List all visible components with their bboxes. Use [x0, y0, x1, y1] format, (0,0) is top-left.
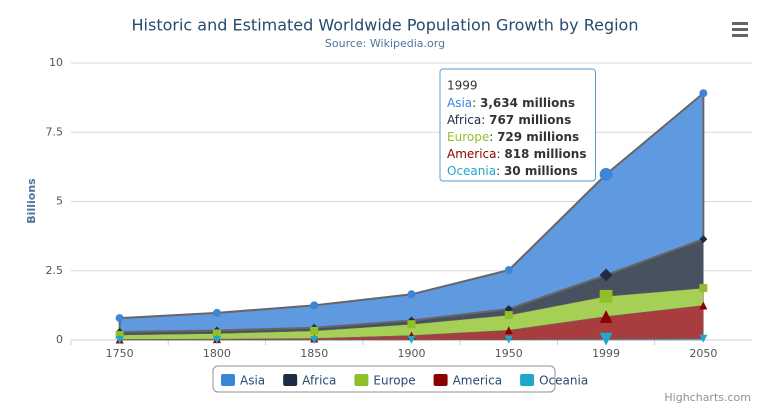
legend-item[interactable]: Oceania: [520, 374, 588, 388]
x-tick-label: 1999: [592, 347, 620, 360]
tooltip-value: 3,634 millions: [480, 96, 575, 110]
tooltip-row: America: 818 millions: [447, 147, 586, 161]
legend-label: Asia: [240, 374, 265, 388]
marker: [407, 335, 416, 344]
x-tick-label: 1950: [495, 347, 523, 360]
tooltip-series-name: Oceania: [447, 164, 496, 178]
menu-bar: [732, 22, 748, 25]
marker: [504, 326, 513, 335]
x-tick-label: 1800: [203, 347, 231, 360]
marker: [599, 289, 613, 303]
tooltip-value: 818 millions: [504, 147, 586, 161]
marker: [504, 311, 513, 320]
menu-button[interactable]: [732, 22, 748, 37]
marker: [115, 314, 124, 323]
y-tick-label: 2.5: [46, 264, 64, 277]
x-tick-label: 2050: [689, 347, 717, 360]
x-tick-label: 1850: [300, 347, 328, 360]
marker: [310, 335, 319, 344]
tooltip-series-name: Asia: [447, 96, 472, 110]
marker: [699, 284, 708, 293]
legend-item[interactable]: Asia: [221, 374, 265, 388]
marker: [407, 320, 416, 329]
marker: [699, 334, 708, 343]
marker: [115, 335, 124, 344]
marker: [599, 332, 613, 346]
tooltip-value: 767 millions: [489, 113, 571, 127]
tooltip-series-name: Africa: [447, 113, 481, 127]
y-axis-title: Billions: [25, 178, 38, 224]
tooltip-series-name: Europe: [447, 130, 489, 144]
x-tick-label: 1750: [106, 347, 134, 360]
marker: [115, 330, 124, 339]
marker: [407, 290, 416, 299]
tooltip-row: Oceania: 30 millions: [447, 164, 578, 178]
x-tick-label: 1900: [398, 347, 426, 360]
tooltip-value: 729 millions: [497, 130, 579, 144]
tooltip-row: Asia: 3,634 millions: [447, 96, 575, 110]
legend-item[interactable]: Europe: [354, 374, 416, 388]
chart-title: Historic and Estimated Worldwide Populat…: [132, 16, 639, 35]
tooltip-row: Africa: 767 millions: [447, 113, 571, 127]
legend-label: Oceania: [539, 374, 588, 388]
marker: [699, 301, 708, 310]
marker: [599, 168, 613, 181]
legend-symbol: [520, 374, 535, 386]
y-tick-label: 7.5: [46, 125, 64, 138]
marker: [212, 308, 221, 317]
chart-subtitle: Source: Wikipedia.org: [325, 37, 445, 50]
legend-box: [212, 365, 556, 393]
marker: [310, 301, 319, 310]
tooltip-box: [439, 68, 596, 182]
marker: [699, 235, 708, 244]
legend-label: Europe: [373, 374, 415, 388]
marker: [599, 310, 613, 323]
tooltip: 1999 Asia: 3,634 millions Africa: 767 mill…: [439, 68, 596, 182]
tooltip-title: 1999: [447, 79, 478, 93]
marker: [504, 266, 513, 275]
menu-bar: [732, 28, 748, 31]
marker: [504, 335, 513, 344]
marker: [212, 329, 221, 338]
legend-item[interactable]: America: [433, 374, 503, 388]
legend-item[interactable]: Africa: [283, 374, 336, 388]
y-tick-label: 5: [56, 195, 63, 208]
credits[interactable]: Highcharts.com: [664, 391, 751, 404]
marker: [699, 89, 708, 98]
marker: [599, 268, 613, 282]
marker: [212, 335, 221, 344]
legend-label: America: [453, 374, 503, 388]
legend-symbol: [354, 374, 369, 386]
menu-bar: [732, 34, 748, 37]
legend-symbol: [433, 374, 448, 386]
tooltip-value: 30 millions: [504, 164, 578, 178]
y-tick-label: 10: [49, 56, 63, 69]
y-tick-label: 0: [56, 333, 63, 346]
legend-label: Africa: [302, 374, 336, 388]
marker: [504, 304, 513, 313]
legend-symbol: [221, 374, 235, 386]
marker: [310, 326, 319, 335]
tooltip-series-name: America: [447, 147, 497, 161]
legend-symbol: [283, 374, 298, 386]
tooltip-row: Europe: 729 millions: [447, 130, 579, 144]
